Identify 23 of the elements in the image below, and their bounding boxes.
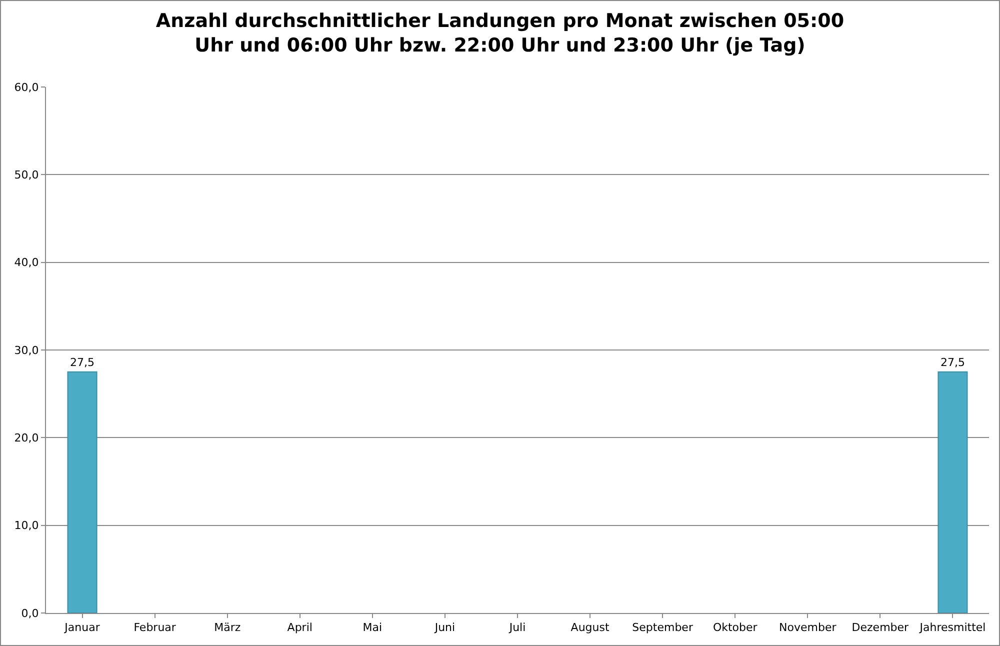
x-tick-label: Juni [434,621,456,634]
y-tick-label: 50,0 [14,168,39,182]
data-label: 27,5 [70,356,95,369]
x-tick-label: Jahresmittel [918,621,986,634]
x-tick-label: Oktober [712,621,758,634]
y-tick-label: 20,0 [14,432,39,445]
y-tick-label: 0,0 [21,606,39,620]
x-tick-label: September [632,621,694,634]
x-tick-label: Juli [508,621,526,634]
data-label: 27,5 [940,356,965,369]
x-tick-label: Dezember [852,621,910,634]
y-tick-label: 60,0 [14,80,39,94]
y-tick-label: 30,0 [14,344,39,357]
x-tick-label: November [779,621,837,634]
x-tick-label: April [287,621,312,634]
y-tick-label: 40,0 [14,256,39,270]
chart-title: Anzahl durchschnittlicher Landungen pro Monat zwischen 05:00 Uhr und 06:00 Uhr bzw. 22:00 Uhr und 23:00 Uhr (je Tag) [156,10,844,56]
x-tick-label: März [214,621,241,634]
y-tick-label: 10,0 [14,519,39,532]
x-tick-label: August [570,621,610,634]
x-tick-label: Februar [134,621,176,634]
x-tick-label: Januar [64,621,100,634]
x-tick-label: Mai [362,621,382,634]
